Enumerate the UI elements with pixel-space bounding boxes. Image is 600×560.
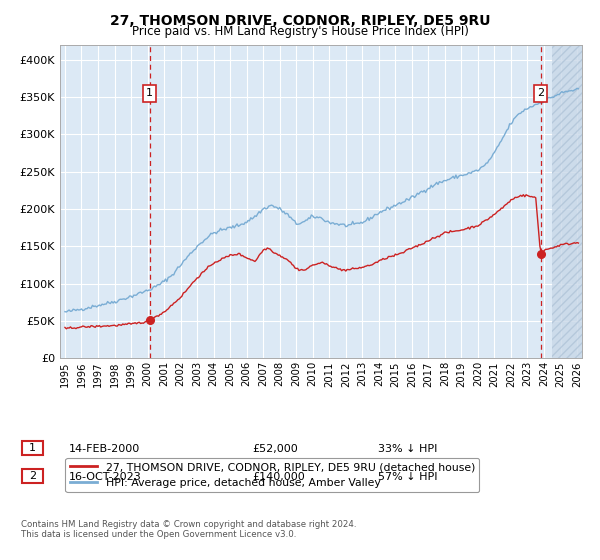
Text: Contains HM Land Registry data © Crown copyright and database right 2024.
This d: Contains HM Land Registry data © Crown c… [21, 520, 356, 539]
Text: 2: 2 [537, 88, 544, 99]
Text: 16-OCT-2023: 16-OCT-2023 [69, 472, 142, 482]
Text: £140,000: £140,000 [252, 472, 305, 482]
Text: 2: 2 [29, 471, 36, 481]
Text: 57% ↓ HPI: 57% ↓ HPI [378, 472, 437, 482]
Text: 14-FEB-2000: 14-FEB-2000 [69, 444, 140, 454]
Bar [552, 45, 582, 358]
Text: 1: 1 [29, 443, 36, 453]
Text: £52,000: £52,000 [252, 444, 298, 454]
Text: Price paid vs. HM Land Registry's House Price Index (HPI): Price paid vs. HM Land Registry's House … [131, 25, 469, 38]
Text: 1: 1 [146, 88, 153, 99]
Legend: 27, THOMSON DRIVE, CODNOR, RIPLEY, DE5 9RU (detached house), HPI: Average price,: 27, THOMSON DRIVE, CODNOR, RIPLEY, DE5 9… [65, 458, 479, 492]
Text: 33% ↓ HPI: 33% ↓ HPI [378, 444, 437, 454]
Text: 27, THOMSON DRIVE, CODNOR, RIPLEY, DE5 9RU: 27, THOMSON DRIVE, CODNOR, RIPLEY, DE5 9… [110, 14, 490, 28]
